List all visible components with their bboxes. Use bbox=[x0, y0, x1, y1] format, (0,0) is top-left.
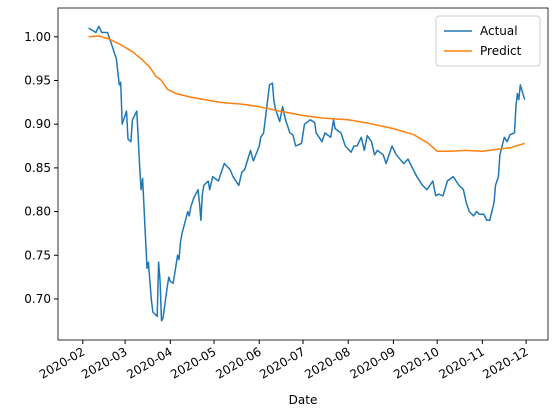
axes-frame bbox=[57, 7, 549, 341]
y-tick-label: 0.70 bbox=[24, 292, 51, 306]
x-tick-label: 2020-07 bbox=[257, 344, 307, 381]
x-tick-label: 2020-10 bbox=[391, 344, 441, 381]
y-tick-label: 0.90 bbox=[24, 117, 51, 131]
legend-label: Predict bbox=[480, 44, 522, 58]
y-tick-label: 0.85 bbox=[24, 161, 51, 175]
x-tick-label: 2020-04 bbox=[124, 344, 174, 381]
x-tick-label: 2020-05 bbox=[168, 344, 218, 381]
x-axis-label: Date bbox=[289, 393, 318, 407]
x-tick-label: 2020-09 bbox=[347, 344, 397, 381]
y-tick-label: 0.95 bbox=[24, 74, 51, 88]
x-tick-label: 2020-03 bbox=[79, 344, 129, 381]
line-series bbox=[88, 25, 526, 322]
line-series bbox=[88, 35, 525, 153]
x-tick-label: 2020-12 bbox=[480, 344, 530, 381]
x-tick-label: 2020-11 bbox=[436, 344, 486, 381]
x-tick-label: 2020-08 bbox=[302, 344, 352, 381]
x-tick-label: 2020-06 bbox=[213, 344, 263, 381]
legend-label: Actual bbox=[480, 24, 518, 38]
x-tick-label: 2020-02 bbox=[37, 344, 87, 381]
y-tick-label: 1.00 bbox=[24, 30, 51, 44]
y-tick-label: 0.80 bbox=[24, 205, 51, 219]
y-tick-label: 0.75 bbox=[24, 248, 51, 262]
legend-box bbox=[435, 15, 541, 67]
